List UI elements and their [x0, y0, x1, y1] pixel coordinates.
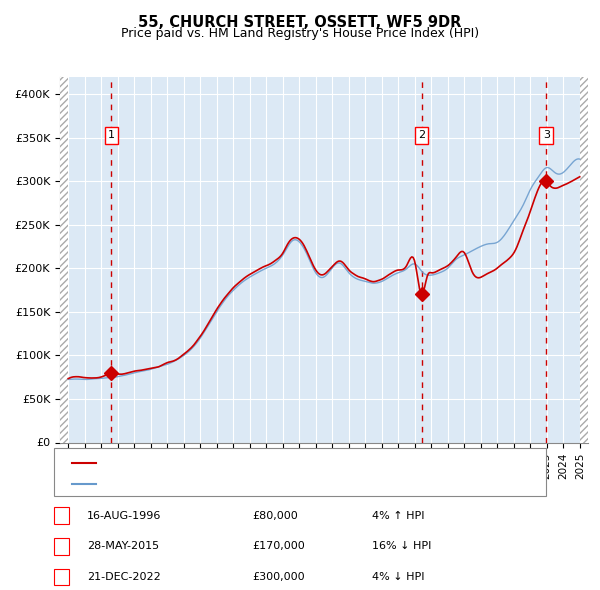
Text: 16-AUG-1996: 16-AUG-1996 [87, 511, 161, 520]
Text: £80,000: £80,000 [252, 511, 298, 520]
Text: 21-DEC-2022: 21-DEC-2022 [87, 572, 161, 582]
Text: 4% ↑ HPI: 4% ↑ HPI [372, 511, 425, 520]
Text: 2: 2 [418, 130, 425, 140]
Text: HPI: Average price, detached house, Wakefield: HPI: Average price, detached house, Wake… [102, 479, 346, 489]
Text: £300,000: £300,000 [252, 572, 305, 582]
Text: Price paid vs. HM Land Registry's House Price Index (HPI): Price paid vs. HM Land Registry's House … [121, 27, 479, 40]
Text: £170,000: £170,000 [252, 542, 305, 551]
Text: 16% ↓ HPI: 16% ↓ HPI [372, 542, 431, 551]
Bar [60, 77, 68, 442]
Text: 55, CHURCH STREET, OSSETT, WF5 9DR: 55, CHURCH STREET, OSSETT, WF5 9DR [139, 15, 461, 30]
Text: 28-MAY-2015: 28-MAY-2015 [87, 542, 159, 551]
Text: 55, CHURCH STREET, OSSETT, WF5 9DR (detached house): 55, CHURCH STREET, OSSETT, WF5 9DR (deta… [102, 458, 405, 467]
Text: 3: 3 [543, 130, 550, 140]
Bar [60, 77, 68, 442]
Text: 1: 1 [58, 511, 65, 520]
Text: 3: 3 [58, 572, 65, 582]
Bar [580, 77, 588, 442]
Text: 4% ↓ HPI: 4% ↓ HPI [372, 572, 425, 582]
Text: 2: 2 [58, 542, 65, 551]
Text: 1: 1 [108, 130, 115, 140]
